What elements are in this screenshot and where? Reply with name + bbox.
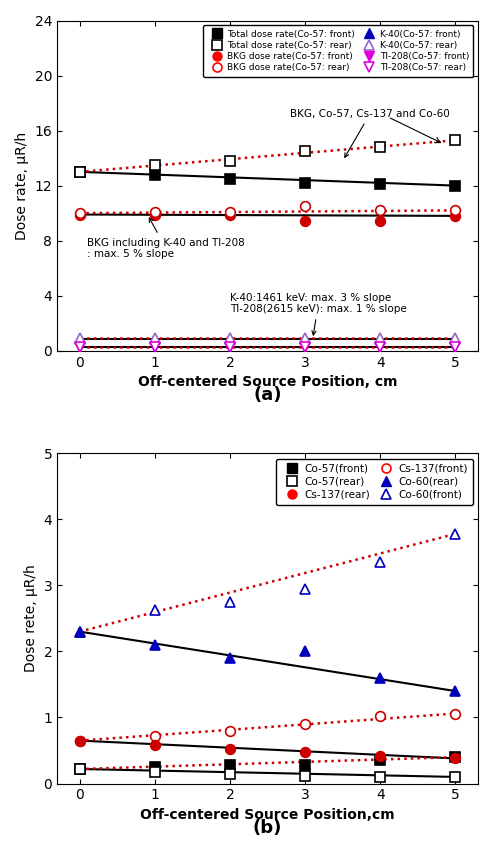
X-axis label: Off-centered Source Position,cm: Off-centered Source Position,cm <box>141 808 395 822</box>
X-axis label: Off-centered Source Position, cm: Off-centered Source Position, cm <box>138 375 397 389</box>
Text: (b): (b) <box>253 819 282 837</box>
Y-axis label: Dose rete, μR/h: Dose rete, μR/h <box>24 565 38 673</box>
Text: BKG, Co-57, Cs-137 and Co-60: BKG, Co-57, Cs-137 and Co-60 <box>290 108 450 158</box>
Text: (a): (a) <box>253 386 282 404</box>
Text: BKG including K-40 and TI-208
: max. 5 % slope: BKG including K-40 and TI-208 : max. 5 %… <box>87 218 245 259</box>
Legend: Total dose rate(Co-57: front), Total dose rate(Co-57: rear), BKG dose rate(Co-57: Total dose rate(Co-57: front), Total dos… <box>203 25 473 77</box>
Y-axis label: Dose rate, μR/h: Dose rate, μR/h <box>15 131 29 240</box>
Legend: Co-57(front), Co-57(rear), Cs-137(rear), Cs-137(front), Co-60(rear), Co-60(front: Co-57(front), Co-57(rear), Cs-137(rear),… <box>276 458 473 505</box>
Text: K-40:1461 keV: max. 3 % slope
TI-208(2615 keV): max. 1 % slope: K-40:1461 keV: max. 3 % slope TI-208(261… <box>230 292 407 335</box>
